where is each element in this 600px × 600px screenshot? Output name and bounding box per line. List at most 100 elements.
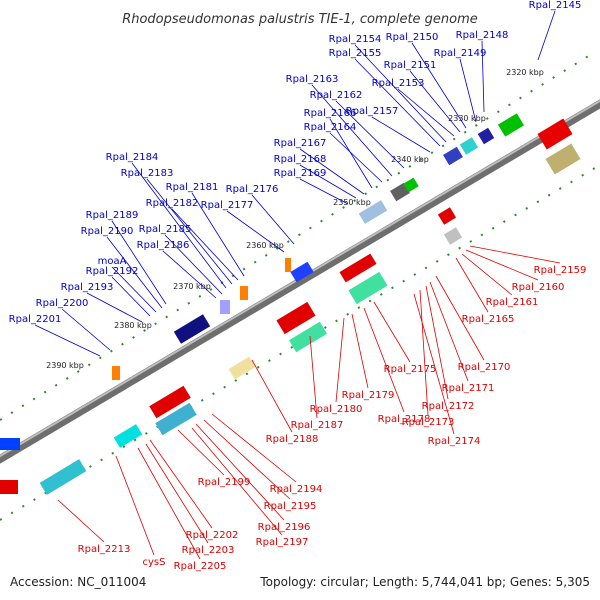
- leader-line: [354, 58, 441, 147]
- gene-label[interactable]: Rpal_2171: [442, 383, 495, 394]
- gene-label[interactable]: Rpal_2176: [226, 184, 279, 195]
- leader-line: [419, 289, 429, 416]
- gene-label[interactable]: Rpal_2201: [9, 314, 62, 325]
- leader-line: [425, 285, 449, 400]
- gene-block[interactable]: [112, 366, 120, 380]
- gene-block[interactable]: [149, 385, 191, 419]
- leader-line: [335, 317, 345, 403]
- gene-label[interactable]: Rpal_2168: [274, 154, 327, 165]
- gene-label[interactable]: Rpal_2159: [534, 265, 587, 276]
- gene-label[interactable]: Rpal_2195: [264, 501, 317, 512]
- gene-block[interactable]: [0, 480, 18, 494]
- gene-label[interactable]: Rpal_2165: [462, 314, 515, 325]
- gene-label[interactable]: Rpal_2164: [304, 122, 357, 133]
- gene-block[interactable]: [155, 402, 197, 436]
- gene-label[interactable]: Rpal_2169: [274, 168, 327, 179]
- gene-block[interactable]: [390, 182, 410, 202]
- gene-label[interactable]: Rpal_2182: [146, 198, 199, 209]
- leader-line: [537, 10, 556, 61]
- gene-label[interactable]: Rpal_2189: [86, 210, 139, 221]
- gene-block[interactable]: [348, 271, 388, 305]
- gene-label[interactable]: Rpal_2145: [529, 0, 582, 11]
- gene-label[interactable]: Rpal_2157: [346, 106, 399, 117]
- gene-label[interactable]: Rpal_2177: [201, 200, 254, 211]
- gene-label[interactable]: Rpal_2163: [286, 74, 339, 85]
- leader-line: [455, 257, 489, 313]
- leader-line: [251, 359, 293, 433]
- gene-label[interactable]: Rpal_2213: [78, 544, 131, 555]
- gene-block[interactable]: [537, 118, 573, 150]
- gene-label[interactable]: Rpal_2183: [121, 168, 174, 179]
- gene-label[interactable]: Rpal_2197: [256, 537, 309, 548]
- gene-block[interactable]: [39, 459, 87, 495]
- gene-label[interactable]: Rpal_2181: [166, 182, 219, 193]
- gene-block[interactable]: [220, 300, 230, 314]
- leader-lines: [34, 10, 561, 560]
- gene-block[interactable]: [228, 356, 256, 380]
- gene-label[interactable]: Rpal_2205: [174, 561, 227, 572]
- leader-line: [309, 335, 318, 419]
- gene-block[interactable]: [276, 301, 316, 335]
- gene-label[interactable]: Rpal_2187: [291, 420, 344, 431]
- gene-block[interactable]: [339, 253, 377, 283]
- gene-label[interactable]: Rpal_2174: [428, 436, 481, 447]
- gene-label[interactable]: Rpal_2166: [304, 108, 357, 119]
- gene-label[interactable]: Rpal_2167: [274, 138, 327, 149]
- leader-line: [171, 208, 239, 281]
- gene-label[interactable]: Rpal_2194: [270, 484, 323, 495]
- gene-label[interactable]: Rpal_2190: [81, 226, 134, 237]
- gene-label[interactable]: Rpal_2202: [186, 530, 239, 541]
- gene-block[interactable]: [290, 261, 314, 283]
- gene-label[interactable]: Rpal_2151: [384, 60, 437, 71]
- gene-label[interactable]: Rpal_2154: [329, 34, 382, 45]
- gene-label[interactable]: Rpal_2150: [386, 32, 439, 43]
- gene-label[interactable]: Rpal_2178: [378, 414, 431, 425]
- gene-block[interactable]: [288, 321, 328, 353]
- gene-label[interactable]: Rpal_2161: [486, 297, 539, 308]
- gene-block[interactable]: [0, 438, 20, 450]
- gene-block[interactable]: [443, 227, 463, 245]
- gene-label[interactable]: Rpal_2175: [384, 364, 437, 375]
- gene-block[interactable]: [285, 258, 291, 272]
- kbp-label: 2380 kbp: [114, 321, 152, 330]
- gene-label[interactable]: Rpal_2179: [342, 390, 395, 401]
- gene-label[interactable]: Rpal_2199: [198, 477, 251, 488]
- gene-block[interactable]: [459, 137, 479, 155]
- gene-block[interactable]: [437, 207, 457, 225]
- gene-label[interactable]: Rpal_2172: [422, 401, 475, 412]
- leader-line: [465, 249, 539, 281]
- gene-label[interactable]: Rpal_2186: [137, 240, 190, 251]
- gene-label[interactable]: Rpal_2173: [402, 417, 455, 428]
- gene-label[interactable]: Rpal_2196: [258, 522, 311, 533]
- gene-label[interactable]: Rpal_2185: [139, 224, 192, 235]
- gene-block[interactable]: [358, 200, 388, 224]
- reverse-gene-labels: Rpal_2159 Rpal_2160 Rpal_2161 Rpal_2165 Rpal…: [78, 265, 587, 572]
- gene-label[interactable]: Rpal_2180: [310, 404, 363, 415]
- gene-label[interactable]: Rpal_2148: [456, 30, 509, 41]
- gene-label[interactable]: cysS: [143, 557, 166, 568]
- gene-label[interactable]: Rpal_2155: [329, 48, 382, 59]
- gene-block[interactable]: [240, 286, 248, 300]
- gene-label[interactable]: Rpal_2200: [36, 298, 89, 309]
- gene-label[interactable]: moaA: [98, 256, 127, 267]
- leader-line: [354, 44, 447, 143]
- leader-line: [251, 194, 295, 245]
- gene-block[interactable]: [443, 146, 463, 166]
- gene-block[interactable]: [477, 127, 495, 145]
- gene-label[interactable]: Rpal_2193: [61, 282, 114, 293]
- gene-label[interactable]: Rpal_2160: [512, 282, 565, 293]
- gene-label[interactable]: Rpal_2170: [458, 362, 511, 373]
- gene-block[interactable]: [113, 424, 143, 448]
- gene-label[interactable]: Rpal_2192: [86, 266, 139, 277]
- gene-block[interactable]: [545, 143, 581, 175]
- gene-label[interactable]: Rpal_2188: [266, 434, 319, 445]
- gene-label[interactable]: Rpal_2162: [310, 90, 363, 101]
- gene-block[interactable]: [173, 314, 211, 344]
- gene-block[interactable]: [403, 177, 419, 193]
- gene-label[interactable]: Rpal_2149: [434, 48, 487, 59]
- gene-label[interactable]: Rpal_2153: [372, 78, 425, 89]
- gene-label[interactable]: Rpal_2203: [182, 545, 235, 556]
- gene-label[interactable]: Rpal_2184: [106, 152, 159, 163]
- gene-block[interactable]: [497, 113, 525, 137]
